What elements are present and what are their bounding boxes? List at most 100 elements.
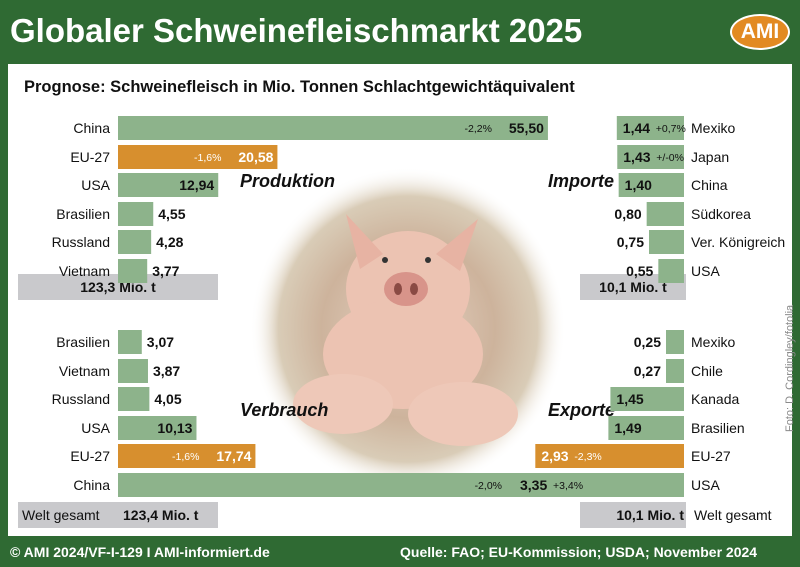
bar [646,202,684,226]
change-label: -1,6% [194,152,221,164]
category-label: Vietnam [59,363,110,379]
chart-panel: Prognose: Schweinefleisch in Mio. Tonnen… [8,64,792,536]
category-label: Japan [691,149,729,165]
value-label: 3,07 [147,334,174,350]
bar [118,173,219,197]
value-label: 2,93 [541,448,568,464]
category-label: EU-27 [70,149,110,165]
change-label: -2,2% [464,123,491,135]
category-label: China [691,177,728,193]
bar [666,359,684,383]
chart-title: Prognose: Schweinefleisch in Mio. Tonnen… [24,78,575,96]
bar [666,330,684,354]
bar [535,444,684,468]
category-label: China [73,120,110,136]
category-label: EU-27 [70,448,110,464]
category-label: Brasilien [691,420,745,436]
value-label: 1,43 [623,149,650,165]
value-label: 1,49 [614,420,641,436]
value-label: 0,75 [617,234,644,250]
value-label: 17,74 [216,448,251,464]
category-label: Russland [52,391,110,407]
total-band [18,502,218,528]
value-label: 3,35 [520,477,547,493]
section-label: Exporte [548,400,615,420]
footer-source: Quelle: FAO; EU-Kommission; USDA; Novemb… [400,544,758,560]
bar [118,145,278,169]
ami-logo: AMI [730,14,790,50]
category-label: USA [81,177,110,193]
change-label: -2,3% [574,451,601,463]
value-label: 55,50 [509,120,544,136]
page-title: Globaler Schweinefleischmarkt 2025 [10,12,583,49]
category-label: Mexiko [691,120,736,136]
category-label: Brasilien [56,206,110,222]
bar [658,259,684,283]
value-label: 0,55 [626,263,653,279]
footer-copyright: © AMI 2024/VF-I-129 I AMI-informiert.de [10,544,270,560]
category-label: Mexiko [691,334,736,350]
photo-credit: Foto: D. Cordingley/fotolia [784,304,796,432]
value-label: 0,27 [634,363,661,379]
section-label: Importe [548,171,614,191]
bar [649,230,684,254]
value-label: 3,87 [153,363,180,379]
category-label: USA [691,477,720,493]
value-label: 1,44 [623,120,650,136]
bar [118,202,154,226]
change-label: -2,0% [475,480,502,492]
total-value: 123,4 Mio. t [123,507,199,523]
category-label: USA [81,420,110,436]
bar [610,387,684,411]
category-label: Südkorea [691,206,751,222]
change-label: +3,4% [553,480,583,492]
bar [118,230,152,254]
bar [118,444,256,468]
pig-photo [250,167,566,491]
bar [616,116,684,140]
value-label: 1,45 [616,391,643,407]
change-label: +0,7% [656,123,686,135]
category-label: USA [691,263,720,279]
category-label: Vietnam [59,263,110,279]
value-label: 4,05 [154,391,181,407]
category-label: China [73,477,110,493]
value-label: 3,77 [152,263,179,279]
category-label: Chile [691,363,723,379]
bar [118,330,142,354]
total-label: Welt gesamt [22,507,100,523]
category-label: Russland [52,234,110,250]
chart-canvas: Prognose: Schweinefleisch in Mio. Tonnen… [18,78,785,528]
value-label: 4,28 [156,234,183,250]
value-label: 12,94 [179,177,214,193]
bar [118,416,197,440]
total-value: 10,1 Mio. t [616,507,684,523]
bar [617,145,684,169]
value-label: 1,40 [625,177,652,193]
bar [118,387,150,411]
value-label: 0,80 [614,206,641,222]
bar [514,473,684,497]
total-band [580,502,686,528]
bar [618,173,684,197]
bar [118,259,148,283]
bar [118,359,148,383]
category-label: Brasilien [56,334,110,350]
total-label: Welt gesamt [694,507,772,523]
change-label: +/-0% [656,152,684,164]
bar [118,473,558,497]
total-value: 10,1 Mio. t [599,279,667,295]
category-label: EU-27 [691,448,731,464]
value-label: 4,55 [158,206,185,222]
value-label: 0,25 [634,334,661,350]
value-label: 10,13 [157,420,192,436]
value-label: 20,58 [238,149,273,165]
bar [118,116,548,140]
section-label: Produktion [240,171,335,191]
change-label: -1,6% [172,451,199,463]
category-label: Ver. Königreich [691,234,785,250]
category-label: Kanada [691,391,739,407]
bar [608,416,684,440]
section-label: Verbrauch [240,400,328,420]
